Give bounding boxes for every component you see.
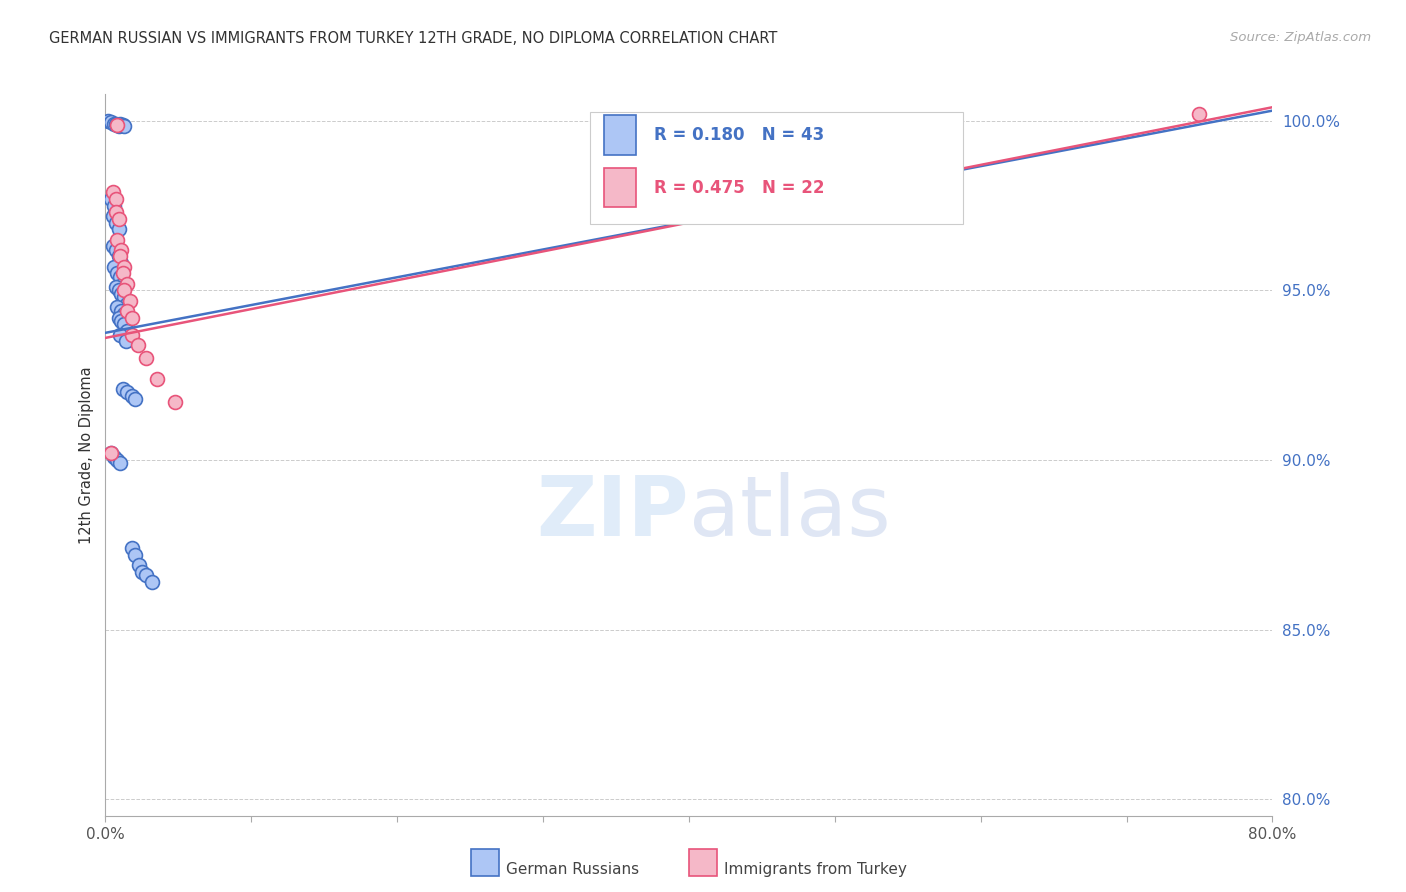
Point (128, 558, 150, 573)
Point (103, 260, 125, 274)
Point (103, 198, 125, 212)
Point (108, 269, 131, 284)
Text: German Russians: German Russians (506, 863, 640, 877)
FancyBboxPatch shape (603, 115, 637, 154)
Point (110, 303, 132, 318)
Point (117, 385, 139, 400)
Point (104, 243, 127, 257)
Point (127, 337, 149, 351)
Text: Immigrants from Turkey: Immigrants from Turkey (724, 863, 907, 877)
Point (112, 290, 135, 304)
Point (108, 457, 131, 471)
Point (108, 250, 131, 264)
Point (104, 216, 127, 230)
Point (104, 117, 127, 131)
Y-axis label: 12th Grade, No Diploma: 12th Grade, No Diploma (79, 366, 94, 544)
Point (112, 284, 135, 298)
Text: atlas: atlas (689, 472, 890, 553)
Point (117, 277, 139, 291)
Point (103, 116, 125, 130)
Point (110, 256, 132, 270)
Point (101, 239, 124, 253)
Point (124, 548, 146, 562)
Point (105, 118, 128, 132)
Text: ZIP: ZIP (537, 472, 689, 553)
Point (111, 118, 134, 132)
Point (112, 307, 135, 321)
FancyBboxPatch shape (603, 168, 637, 208)
Point (107, 284, 129, 298)
Point (124, 392, 146, 406)
Point (107, 222, 129, 236)
Point (1188, 107, 1211, 121)
Point (100, 446, 122, 460)
Point (105, 301, 128, 315)
Point (104, 205, 127, 219)
Point (121, 327, 143, 342)
Point (108, 116, 131, 130)
Point (120, 293, 142, 308)
Point (165, 395, 187, 409)
Point (131, 565, 153, 579)
Point (107, 212, 129, 227)
Point (110, 286, 132, 301)
FancyBboxPatch shape (589, 112, 963, 224)
Point (100, 192, 122, 206)
Point (117, 297, 139, 311)
Point (105, 453, 128, 467)
Point (121, 310, 143, 325)
Point (107, 119, 129, 133)
Point (101, 209, 124, 223)
Point (145, 371, 167, 385)
Text: GERMAN RUSSIAN VS IMMIGRANTS FROM TURKEY 12TH GRADE, NO DIPLOMA CORRELATION CHAR: GERMAN RUSSIAN VS IMMIGRANTS FROM TURKEY… (49, 31, 778, 46)
Point (112, 119, 135, 133)
Point (100, 115, 122, 129)
Point (117, 324, 139, 338)
Point (101, 185, 124, 199)
Point (108, 327, 131, 342)
Point (105, 267, 128, 281)
Point (121, 541, 143, 556)
Point (105, 118, 128, 132)
Point (111, 277, 134, 291)
Point (135, 568, 157, 582)
Point (112, 260, 135, 274)
Text: R = 0.180   N = 43: R = 0.180 N = 43 (654, 126, 824, 144)
Point (112, 318, 135, 332)
Point (104, 192, 127, 206)
Point (105, 233, 128, 247)
Point (111, 267, 134, 281)
Text: Source: ZipAtlas.com: Source: ZipAtlas.com (1230, 31, 1371, 45)
Point (111, 382, 134, 396)
Point (117, 303, 139, 318)
Point (103, 450, 125, 464)
Text: R = 0.475   N = 22: R = 0.475 N = 22 (654, 178, 824, 196)
Point (107, 250, 129, 264)
Point (110, 243, 132, 257)
Point (121, 388, 143, 402)
Point (135, 351, 157, 366)
Point (97, 114, 120, 128)
Point (104, 280, 127, 294)
Point (141, 575, 163, 590)
Point (110, 314, 132, 328)
Point (100, 446, 122, 460)
Point (107, 310, 129, 325)
Point (115, 334, 138, 349)
